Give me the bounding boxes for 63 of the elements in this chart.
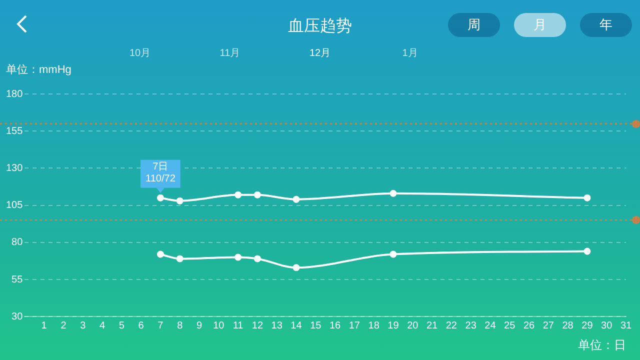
y-tick-label: 155 bbox=[6, 126, 24, 137]
chart-title: 血压趋势 bbox=[288, 18, 352, 35]
text: 1月 bbox=[401, 47, 419, 60]
point bbox=[234, 191, 242, 198]
x-tick-label: 6 bbox=[138, 320, 144, 332]
x-tick-label: 22 bbox=[446, 320, 458, 332]
x-tick-label: 12 bbox=[252, 320, 264, 332]
point bbox=[292, 264, 300, 272]
x-tick-label: 24 bbox=[484, 320, 496, 332]
point bbox=[292, 196, 300, 203]
y-tick-label: 30 bbox=[12, 311, 24, 322]
x-tick-label: 16 bbox=[329, 320, 342, 332]
y-tick-label: 105 bbox=[6, 200, 24, 212]
point bbox=[176, 197, 184, 204]
x-tick-label: 9 bbox=[196, 320, 202, 332]
x-axis-title: 单位：日 bbox=[578, 338, 626, 352]
x-tick-label: 17 bbox=[348, 320, 360, 332]
x-tick-label: 11 bbox=[232, 320, 244, 332]
point bbox=[234, 254, 242, 261]
text: 10月 bbox=[128, 47, 152, 60]
x-tick-label: 13 bbox=[271, 320, 283, 332]
x-tick-label: 3 bbox=[80, 320, 86, 332]
x-tick-label: 20 bbox=[407, 320, 419, 332]
x-tick-label: 7 bbox=[158, 320, 164, 332]
text: 12月 bbox=[308, 47, 332, 60]
x-tick-label: 27 bbox=[542, 320, 554, 332]
x-tick-label: 31 bbox=[620, 320, 632, 332]
x-tick-label: 10 bbox=[213, 320, 225, 332]
x-tick-label: 5 bbox=[118, 320, 125, 332]
x-tick-label: 23 bbox=[465, 320, 477, 332]
x-tick-label: 18 bbox=[368, 320, 380, 332]
x-tick-label: 19 bbox=[388, 320, 400, 332]
point bbox=[584, 194, 591, 202]
point bbox=[390, 190, 397, 197]
x-tick-label: 29 bbox=[582, 320, 594, 332]
x-tick-label: 26 bbox=[523, 320, 536, 332]
y-tick-label: 55 bbox=[12, 274, 24, 286]
x-tick-label: 28 bbox=[562, 320, 574, 332]
y-tick-label: 130 bbox=[6, 162, 24, 174]
y-tick-label: 80 bbox=[12, 237, 24, 248]
x-tick-label: 25 bbox=[504, 320, 516, 332]
x-tick-label: 21 bbox=[426, 320, 438, 332]
point bbox=[254, 191, 261, 198]
text: 11月 bbox=[218, 47, 242, 60]
y-tick-label: 180 bbox=[6, 88, 24, 100]
text: 周 bbox=[448, 13, 500, 37]
x-tick-label: 2 bbox=[60, 320, 67, 332]
x-tick-label: 1 bbox=[41, 320, 48, 332]
annotation: 7日 110/72 bbox=[146, 162, 176, 185]
text: 年 bbox=[580, 13, 632, 37]
x-tick-label: 30 bbox=[601, 320, 613, 332]
x-tick-label: 15 bbox=[310, 320, 322, 332]
point bbox=[176, 255, 184, 262]
point bbox=[254, 255, 261, 262]
point bbox=[156, 194, 164, 202]
x-tick-label: 8 bbox=[177, 320, 184, 332]
y-axis-title: 单位：mmHg bbox=[6, 63, 72, 77]
x-tick-label: 14 bbox=[290, 320, 302, 332]
point bbox=[390, 250, 397, 258]
x-tick-label: 4 bbox=[99, 320, 106, 332]
text: 月 bbox=[514, 13, 566, 37]
point bbox=[156, 250, 164, 258]
point bbox=[584, 248, 591, 255]
